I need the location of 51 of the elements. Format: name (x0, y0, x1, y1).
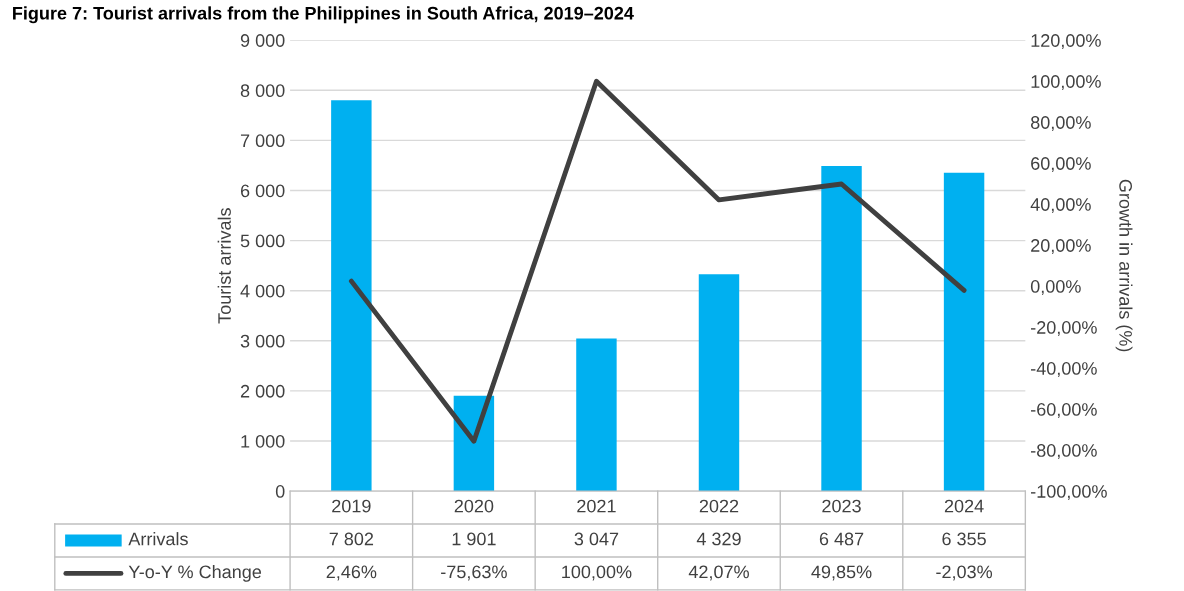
data-label: 2,46% (326, 565, 377, 581)
data-label: 1 901 (452, 532, 496, 546)
data-label: 7 802 (329, 532, 374, 546)
x-tick-label: 2019 (332, 499, 371, 513)
y2-axis-title: Growth in arrivals (%) (1115, 179, 1133, 352)
y2-tick-label: 120,00% (1031, 34, 1101, 50)
y-tick-label: 7 000 (240, 134, 285, 148)
bar (576, 338, 617, 492)
data-label: 6 355 (942, 532, 986, 546)
y-tick-label: 5 000 (240, 234, 285, 248)
x-tick-label: 2021 (577, 499, 616, 513)
x-tick-label: 2022 (699, 499, 739, 513)
bar (821, 166, 862, 492)
y-tick-label: 9 000 (240, 34, 285, 47)
y-tick-label: 3 000 (240, 334, 285, 348)
data-label: -75,63% (441, 565, 507, 581)
y2-tick-label: 60,00% (1031, 157, 1091, 173)
y2-tick-label: -20,00% (1031, 321, 1097, 336)
data-label: 6 487 (819, 532, 864, 546)
y-axis-title: Tourist arrivals (217, 208, 231, 324)
data-label: -2,03% (936, 565, 993, 581)
y-tick-label: 1 000 (241, 434, 285, 448)
x-tick-label: 2020 (454, 499, 494, 513)
y-tick-label: 8 000 (240, 84, 285, 98)
line-series (348, 78, 967, 444)
y2-tick-label: -60,00% (1031, 403, 1097, 418)
y2-tick-label: -40,00% (1031, 362, 1097, 377)
data-label: 3 047 (574, 532, 619, 546)
y2-tick-label: 80,00% (1030, 116, 1091, 132)
y2-tick-label: 20,00% (1031, 239, 1091, 255)
y-tick-label: 4 000 (240, 284, 285, 298)
y2-tick-label: 0,00% (1030, 280, 1081, 295)
data-label: 4 329 (696, 532, 741, 546)
y2-tick-label: -80,00% (1031, 444, 1097, 459)
legend-label: Y-o-Y % Change (128, 565, 262, 582)
y2-tick-label: 40,00% (1030, 198, 1091, 214)
legend-label: Arrivals (128, 532, 188, 546)
data-label: 49,85% (811, 565, 872, 581)
bar (698, 274, 740, 492)
y-tick-label: 0 (275, 485, 285, 498)
data-label: 42,07% (688, 565, 749, 581)
bar (331, 100, 372, 492)
bar (943, 172, 985, 492)
data-label: 100,00% (562, 565, 632, 581)
y-tick-label: 2 000 (240, 384, 285, 398)
y2-tick-label: 100,00% (1031, 75, 1101, 91)
x-tick-label: 2023 (822, 499, 861, 513)
chart-title: Figure 7: Tourist arrivals from the Philippines in South Africa, 2019–2024 (13, 6, 634, 24)
y2-tick-label: -100,00% (1031, 485, 1107, 500)
x-tick-label: 2024 (944, 499, 984, 513)
y-tick-label: 6 000 (240, 184, 285, 198)
